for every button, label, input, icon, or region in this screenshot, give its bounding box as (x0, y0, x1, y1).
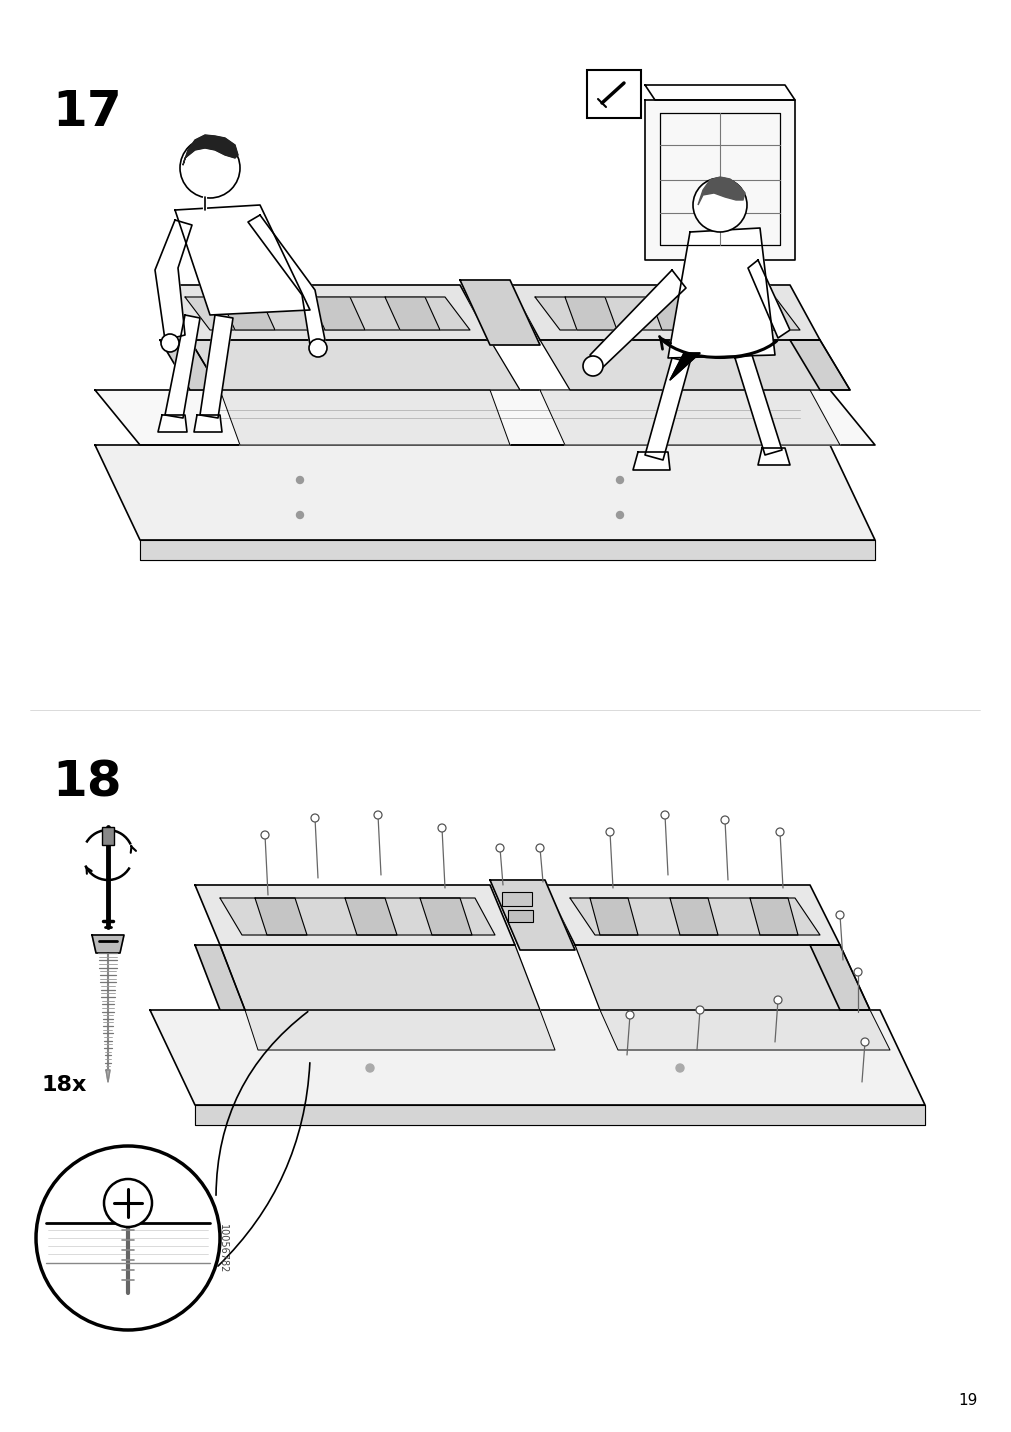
Text: 17: 17 (52, 87, 121, 136)
Circle shape (696, 1007, 704, 1014)
Polygon shape (200, 315, 233, 418)
Circle shape (374, 811, 381, 819)
Polygon shape (195, 1106, 924, 1126)
Polygon shape (757, 448, 790, 465)
FancyBboxPatch shape (586, 70, 640, 117)
Polygon shape (545, 885, 839, 945)
Polygon shape (195, 945, 245, 1010)
Polygon shape (160, 285, 489, 339)
Polygon shape (644, 100, 795, 261)
Circle shape (308, 339, 327, 357)
Text: 10056782: 10056782 (217, 1223, 227, 1273)
Polygon shape (95, 390, 875, 445)
Polygon shape (569, 898, 819, 935)
Polygon shape (510, 285, 819, 339)
Polygon shape (564, 296, 617, 329)
Polygon shape (140, 540, 875, 560)
Polygon shape (175, 205, 309, 315)
Bar (501, 892, 532, 906)
Polygon shape (219, 945, 540, 1010)
Polygon shape (160, 339, 219, 390)
Circle shape (438, 823, 446, 832)
Polygon shape (540, 390, 839, 445)
Polygon shape (574, 945, 869, 1010)
Circle shape (261, 831, 269, 839)
Polygon shape (384, 296, 440, 329)
Circle shape (296, 511, 303, 518)
Circle shape (606, 828, 614, 836)
Circle shape (536, 843, 544, 852)
Polygon shape (245, 1010, 554, 1050)
Polygon shape (195, 885, 515, 945)
Polygon shape (589, 271, 685, 369)
Circle shape (626, 1011, 633, 1020)
Polygon shape (540, 339, 849, 390)
Polygon shape (649, 296, 702, 329)
Polygon shape (219, 898, 494, 935)
Polygon shape (747, 261, 790, 338)
Polygon shape (790, 339, 849, 390)
Polygon shape (460, 281, 540, 345)
Polygon shape (165, 315, 200, 418)
Circle shape (835, 911, 843, 919)
Polygon shape (185, 296, 469, 329)
Text: 18x: 18x (42, 1075, 87, 1095)
Polygon shape (729, 296, 782, 329)
Polygon shape (632, 453, 669, 470)
Polygon shape (420, 898, 471, 935)
Polygon shape (667, 228, 774, 358)
Polygon shape (734, 355, 782, 455)
Polygon shape (309, 296, 365, 329)
Polygon shape (194, 415, 221, 432)
Polygon shape (489, 881, 574, 949)
Circle shape (860, 1038, 868, 1045)
Polygon shape (809, 945, 869, 1010)
Polygon shape (669, 898, 717, 935)
Circle shape (495, 843, 503, 852)
Text: 18: 18 (52, 758, 121, 806)
Polygon shape (183, 135, 238, 165)
Polygon shape (345, 898, 396, 935)
Polygon shape (219, 390, 510, 445)
Circle shape (296, 477, 303, 484)
Polygon shape (106, 1070, 110, 1083)
Circle shape (660, 811, 668, 819)
Circle shape (720, 816, 728, 823)
Polygon shape (698, 178, 744, 205)
Circle shape (36, 1146, 219, 1330)
Circle shape (853, 968, 861, 977)
Circle shape (104, 1179, 152, 1227)
Polygon shape (150, 1010, 924, 1106)
Polygon shape (255, 898, 306, 935)
Polygon shape (749, 898, 798, 935)
Polygon shape (644, 358, 690, 460)
Polygon shape (535, 296, 800, 329)
Circle shape (366, 1064, 374, 1073)
Circle shape (310, 813, 318, 822)
Circle shape (616, 477, 623, 484)
Circle shape (693, 178, 746, 232)
Bar (102, 828, 114, 845)
Polygon shape (158, 415, 187, 432)
Circle shape (582, 357, 603, 377)
Polygon shape (248, 215, 325, 345)
Circle shape (616, 511, 623, 518)
Circle shape (675, 1064, 683, 1073)
Polygon shape (589, 898, 637, 935)
Polygon shape (600, 1010, 889, 1050)
Polygon shape (92, 935, 124, 954)
Circle shape (775, 828, 784, 836)
Bar (508, 909, 533, 922)
Polygon shape (190, 339, 520, 390)
Polygon shape (155, 221, 192, 339)
Text: 19: 19 (957, 1393, 977, 1408)
Polygon shape (669, 354, 700, 379)
Polygon shape (219, 296, 275, 329)
Polygon shape (95, 445, 875, 540)
Circle shape (161, 334, 179, 352)
Circle shape (773, 997, 782, 1004)
Circle shape (180, 137, 240, 198)
